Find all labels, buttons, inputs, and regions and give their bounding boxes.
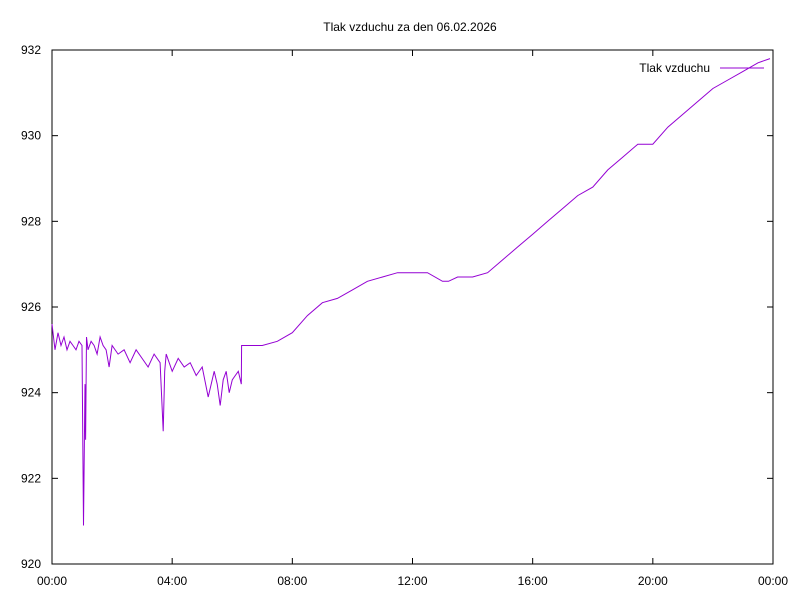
x-tick-label: 00:00 xyxy=(37,574,67,588)
x-tick-label: 20:00 xyxy=(638,574,668,588)
y-tick-label: 926 xyxy=(21,300,41,314)
x-tick-label: 12:00 xyxy=(397,574,427,588)
x-tick-label: 04:00 xyxy=(157,574,187,588)
chart-title: Tlak vzduchu za den 06.02.2026 xyxy=(323,20,497,34)
series-layer xyxy=(51,58,771,526)
legend: Tlak vzduchu xyxy=(639,61,764,75)
legend-label: Tlak vzduchu xyxy=(639,61,710,75)
x-tick-label: 16:00 xyxy=(518,574,548,588)
x-tick-label: 00:00 xyxy=(758,574,788,588)
y-tick-label: 930 xyxy=(21,129,41,143)
x-axis-ticks: 00:00 04:00 08:00 12:00 16:00 20:00 00:00 xyxy=(37,50,788,588)
y-axis-ticks: 920 922 924 926 928 930 932 xyxy=(21,43,773,571)
x-tick-label: 08:00 xyxy=(277,574,307,588)
y-tick-label: 932 xyxy=(21,43,41,57)
y-tick-label: 928 xyxy=(21,214,41,228)
series-line-0 xyxy=(51,58,771,526)
y-tick-label: 920 xyxy=(21,557,41,571)
plot-frame xyxy=(51,49,774,565)
y-tick-label: 922 xyxy=(21,471,41,485)
y-tick-label: 924 xyxy=(21,386,41,400)
